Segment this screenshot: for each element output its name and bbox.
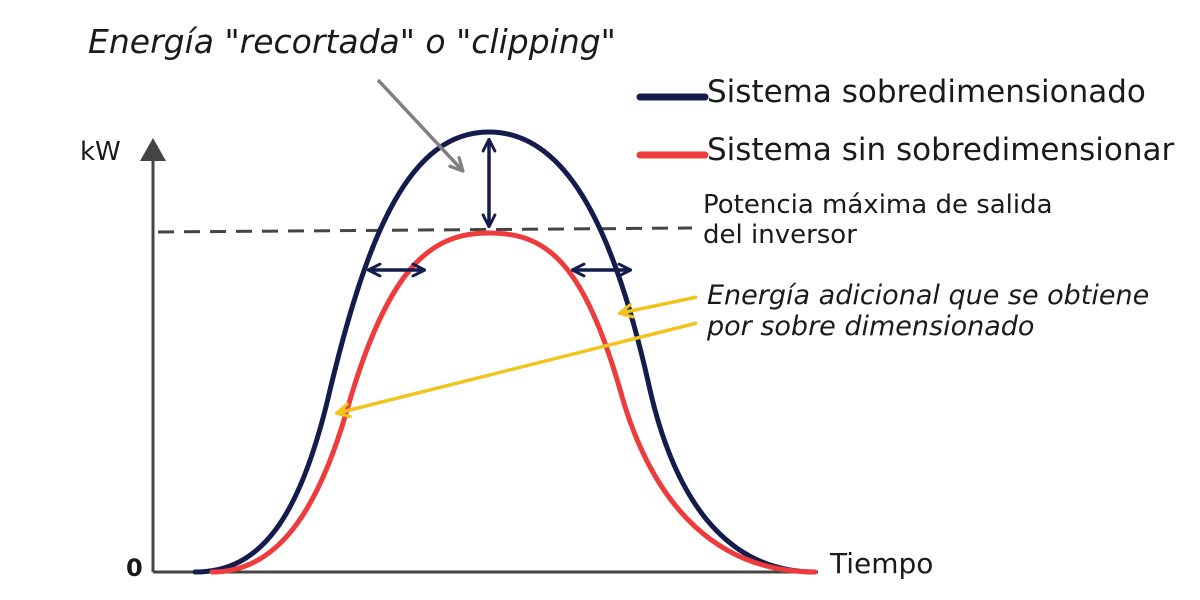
extra-pointer-arrow-left <box>334 321 698 419</box>
legend-not-oversized-label: Sistema sin sobredimensionar <box>707 132 1175 168</box>
inverter-limit-label-line1: Potencia máxima de salida <box>703 190 1053 220</box>
extra-energy-label-line1: Energía adicional que se obtiene <box>707 280 1150 311</box>
y-axis-arrowhead <box>140 138 166 161</box>
x-axis-label: Tiempo <box>830 547 934 580</box>
inverter-limit-line <box>157 226 693 234</box>
y-axis-label: kW <box>80 137 121 167</box>
oversized-curve <box>192 129 818 575</box>
legend-oversized-label: Sistema sobredimensionado <box>707 74 1146 110</box>
clipping-label: Energía "recortada" o "clipping" <box>88 22 616 61</box>
not-oversized-curve <box>209 230 818 575</box>
clipping-pointer-arrow <box>376 78 465 173</box>
extra-pointer-arrow-right <box>617 295 698 319</box>
extra-energy-label-line2: por sobre dimensionado <box>707 311 1035 342</box>
origin-label: 0 <box>126 554 143 582</box>
inverter-limit-label-line2: del inversor <box>703 220 857 250</box>
